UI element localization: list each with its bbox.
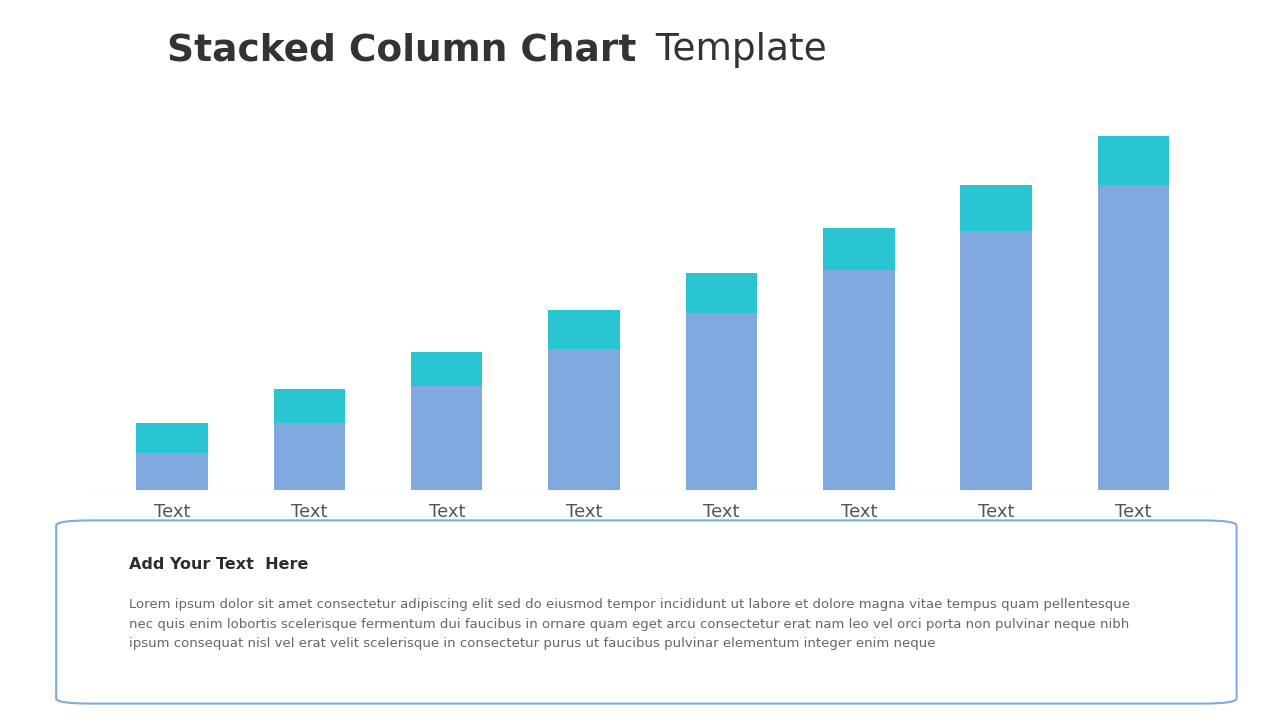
Bar xyxy=(411,353,483,386)
Bar xyxy=(1098,185,1170,490)
Bar xyxy=(274,423,346,490)
Bar xyxy=(823,270,895,490)
Bar xyxy=(548,310,620,349)
Bar xyxy=(823,228,895,270)
Text: Stacked Column Chart: Stacked Column Chart xyxy=(166,32,636,68)
Bar xyxy=(686,313,758,490)
FancyBboxPatch shape xyxy=(56,521,1236,703)
Bar xyxy=(960,230,1032,490)
Bar xyxy=(411,386,483,490)
Bar xyxy=(136,423,207,453)
Bar xyxy=(960,185,1032,230)
Text: Lorem ipsum dolor sit amet consectetur adipiscing elit sed do eiusmod tempor inc: Lorem ipsum dolor sit amet consectetur a… xyxy=(128,598,1129,650)
Bar xyxy=(1098,136,1170,185)
Text: Template: Template xyxy=(644,32,827,68)
Bar xyxy=(686,274,758,313)
Bar xyxy=(136,453,207,490)
Text: Add Your Text  Here: Add Your Text Here xyxy=(128,557,308,572)
Bar xyxy=(548,349,620,490)
Bar xyxy=(274,389,346,423)
